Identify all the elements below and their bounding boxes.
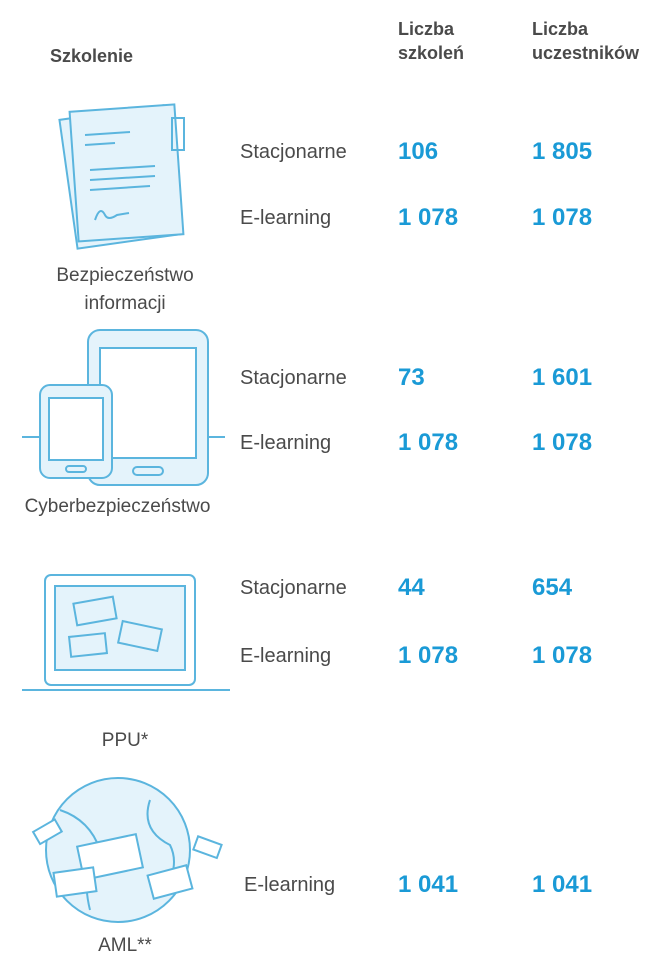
header-participants: Liczba uczestników [532,17,657,65]
training-mode: Stacjonarne [240,575,347,601]
training-name: Bezpieczeństwo informacji [25,262,225,318]
training-count: 1 078 [398,643,458,669]
participant-count: 1 078 [532,430,592,456]
participant-count: 1 601 [532,365,592,391]
training-mode: E-learning [240,205,331,231]
participant-count: 1 805 [532,139,592,165]
header-training: Szkolenie [50,44,133,68]
training-name: AML** [25,932,225,960]
laptop-icon [22,575,230,690]
participant-count: 1 041 [532,872,592,898]
training-mode: Stacjonarne [240,365,347,391]
training-count: 44 [398,575,425,601]
globe-icon [33,778,222,922]
participant-count: 1 078 [532,643,592,669]
participant-count: 1 078 [532,205,592,231]
training-mode: E-learning [240,430,331,456]
header-count: Liczba szkoleń [398,17,488,65]
training-count: 106 [398,139,438,165]
training-count: 73 [398,365,425,391]
training-count: 1 041 [398,872,458,898]
devices-icon [22,330,225,485]
training-mode: Stacjonarne [240,139,347,165]
training-mode: E-learning [240,643,331,669]
page: Szkolenie Liczba szkoleń Liczba uczestni… [0,0,664,963]
training-name: PPU* [25,727,225,755]
training-mode: E-learning [244,872,335,898]
training-count: 1 078 [398,430,458,456]
participant-count: 654 [532,575,572,601]
training-name: Cyberbezpieczeństwo [5,493,230,521]
training-count: 1 078 [398,205,458,231]
document-icon [59,104,184,248]
